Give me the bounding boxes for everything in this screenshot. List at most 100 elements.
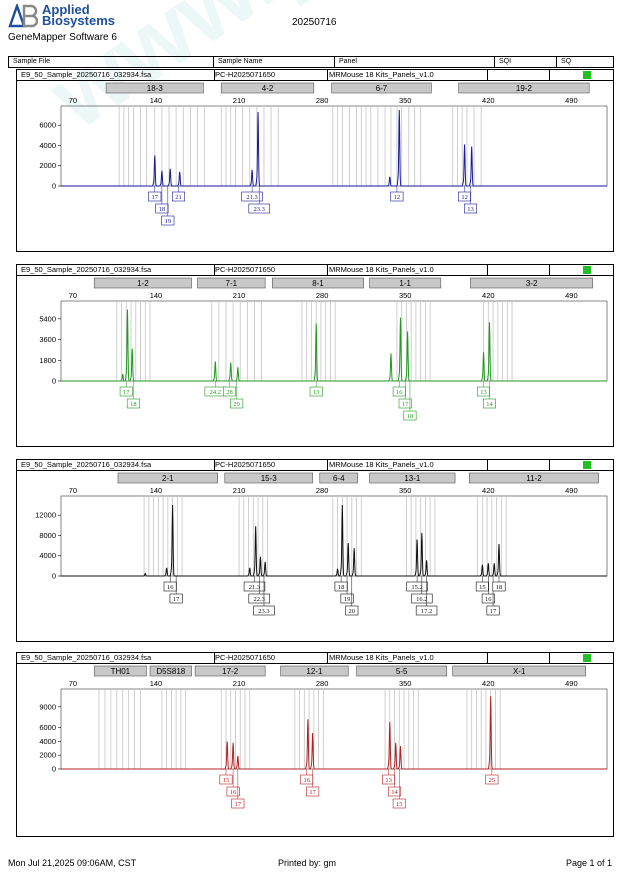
x-tick-label: 210 — [233, 96, 246, 105]
allele-label: 15 — [475, 576, 489, 592]
y-tick-label: 12000 — [35, 511, 56, 520]
x-tick-label: 280 — [316, 96, 329, 105]
allele-label: 14 — [482, 381, 496, 409]
x-tick-label: 70 — [69, 486, 77, 495]
applied-biosystems-logo — [8, 4, 38, 28]
allele-label: 25 — [485, 769, 499, 785]
y-tick-label: 6000 — [39, 121, 56, 130]
x-tick-label: 350 — [399, 679, 412, 688]
svg-text:21: 21 — [175, 194, 182, 201]
allele-label: 21 — [172, 186, 186, 202]
allele-label: 17 — [231, 769, 245, 809]
trace-line — [61, 696, 607, 770]
panel-sample-name: PC-H2025071650 — [215, 70, 276, 79]
panel-panel-name: MRMouse 18 Kits_Panels_v1.0 — [329, 653, 434, 662]
marker-4-2: 4-2 — [220, 82, 315, 94]
allele-label: 16 — [392, 381, 406, 397]
x-tick-label: 490 — [565, 291, 578, 300]
svg-text:1-2: 1-2 — [137, 279, 149, 288]
svg-text:17-2: 17-2 — [222, 667, 239, 676]
electropherogram-panel-red: E9_50_Sample_20250716_032934.fsa PC-H2025… — [16, 652, 614, 837]
allele-label: 12 — [458, 186, 472, 202]
allele-label: 17 — [306, 769, 320, 797]
svg-text:15: 15 — [223, 777, 230, 784]
trace-line — [61, 505, 607, 577]
allele-label: 20 — [345, 576, 359, 616]
x-tick-label: 140 — [150, 291, 163, 300]
svg-text:13: 13 — [385, 777, 392, 784]
header-sample-name: Sample Name — [214, 57, 335, 67]
sizing-quality-indicator — [583, 71, 591, 79]
y-tick-label: 8000 — [39, 531, 56, 540]
svg-text:1-1: 1-1 — [399, 279, 411, 288]
footer-page-number: Page 1 of 1 — [566, 858, 613, 868]
electropherogram-chart: TH01 D5S818 17-2 12-1 5-5 X-170 140 210 280 350 42… — [17, 663, 613, 809]
panel-sample-file: E9_50_Sample_20250716_032934.fsa — [21, 460, 152, 469]
svg-text:17.2: 17.2 — [421, 608, 432, 615]
svg-text:13: 13 — [480, 389, 487, 396]
x-tick-label: 350 — [399, 291, 412, 300]
svg-text:17: 17 — [173, 596, 180, 603]
panel-header: E9_50_Sample_20250716_032934.fsa PC-H2025… — [17, 70, 613, 80]
allele-label: 21.3 — [241, 186, 263, 202]
x-tick-label: 140 — [150, 486, 163, 495]
allele-label: 18 — [492, 576, 506, 592]
x-tick-label: 280 — [316, 291, 329, 300]
svg-text:12: 12 — [394, 194, 401, 201]
sizing-quality-indicator — [583, 266, 591, 274]
x-tick-label: 210 — [233, 291, 246, 300]
svg-text:17: 17 — [309, 789, 316, 796]
allele-label: 13 — [477, 381, 491, 397]
header-panel: Panel — [335, 57, 495, 67]
panel-panel-name: MRMouse 18 Kits_Panels_v1.0 — [329, 460, 434, 469]
x-tick-label: 490 — [565, 679, 578, 688]
svg-text:25: 25 — [489, 777, 496, 784]
x-tick-label: 140 — [150, 679, 163, 688]
x-tick-label: 420 — [482, 679, 495, 688]
allele-label: 28 — [223, 381, 237, 397]
allele-label: 17 — [148, 186, 162, 202]
marker-7-1: 7-1 — [197, 277, 266, 289]
panel-header: E9_50_Sample_20250716_032934.fsa PC-H2025… — [17, 460, 613, 470]
svg-text:12-1: 12-1 — [306, 667, 323, 676]
svg-text:14: 14 — [486, 401, 493, 408]
allele-label: 17.2 — [415, 576, 438, 616]
svg-text:16: 16 — [303, 777, 310, 784]
marker-17-2: 17-2 — [194, 665, 266, 677]
panel-panel-name: MRMouse 18 Kits_Panels_v1.0 — [329, 265, 434, 274]
y-tick-label: 4000 — [39, 737, 56, 746]
svg-text:4-2: 4-2 — [262, 84, 274, 93]
svg-text:16: 16 — [167, 584, 174, 591]
y-tick-label: 3600 — [39, 335, 56, 344]
x-tick-label: 350 — [399, 96, 412, 105]
electropherogram-chart: 18-3 4-2 6-7 19-2 70 140 210 280 350 420 490 0 2000 4… — [17, 80, 613, 226]
marker-15-3: 15-3 — [224, 472, 313, 484]
svg-text:13: 13 — [467, 206, 474, 213]
x-tick-label: 210 — [233, 679, 246, 688]
panel-sample-file: E9_50_Sample_20250716_032934.fsa — [21, 70, 152, 79]
x-tick-label: 420 — [482, 486, 495, 495]
marker-6-7: 6-7 — [331, 82, 432, 94]
panel-header: E9_50_Sample_20250716_032934.fsa PC-H2025… — [17, 653, 613, 663]
svg-text:3-2: 3-2 — [526, 279, 538, 288]
svg-text:15: 15 — [479, 584, 486, 591]
y-tick-label: 5400 — [39, 314, 56, 323]
electropherogram-panel-green: E9_50_Sample_20250716_032934.fsa PC-H2025… — [16, 264, 614, 447]
allele-label: 14 — [388, 769, 402, 797]
allele-label: 16.2 — [411, 576, 433, 604]
svg-text:28: 28 — [226, 389, 233, 396]
svg-text:11-2: 11-2 — [526, 474, 542, 483]
sizing-quality-indicator — [583, 461, 591, 469]
table-header: Sample File Sample Name Panel SQI SQ — [8, 56, 614, 68]
panel-sample-file: E9_50_Sample_20250716_032934.fsa — [21, 265, 152, 274]
marker-1-2: 1-2 — [93, 277, 192, 289]
footer-printed-by: Printed by: gm — [278, 858, 337, 868]
allele-label: 15 — [392, 769, 406, 809]
marker-18-3: 18-3 — [105, 82, 204, 94]
panel-sample-name: PC-H2025071650 — [215, 265, 276, 274]
svg-text:18: 18 — [338, 584, 345, 591]
svg-text:21.3: 21.3 — [249, 584, 260, 591]
marker-11-2: 11-2 — [469, 472, 599, 484]
marker-3-2: 3-2 — [470, 277, 594, 289]
x-tick-label: 70 — [69, 679, 77, 688]
